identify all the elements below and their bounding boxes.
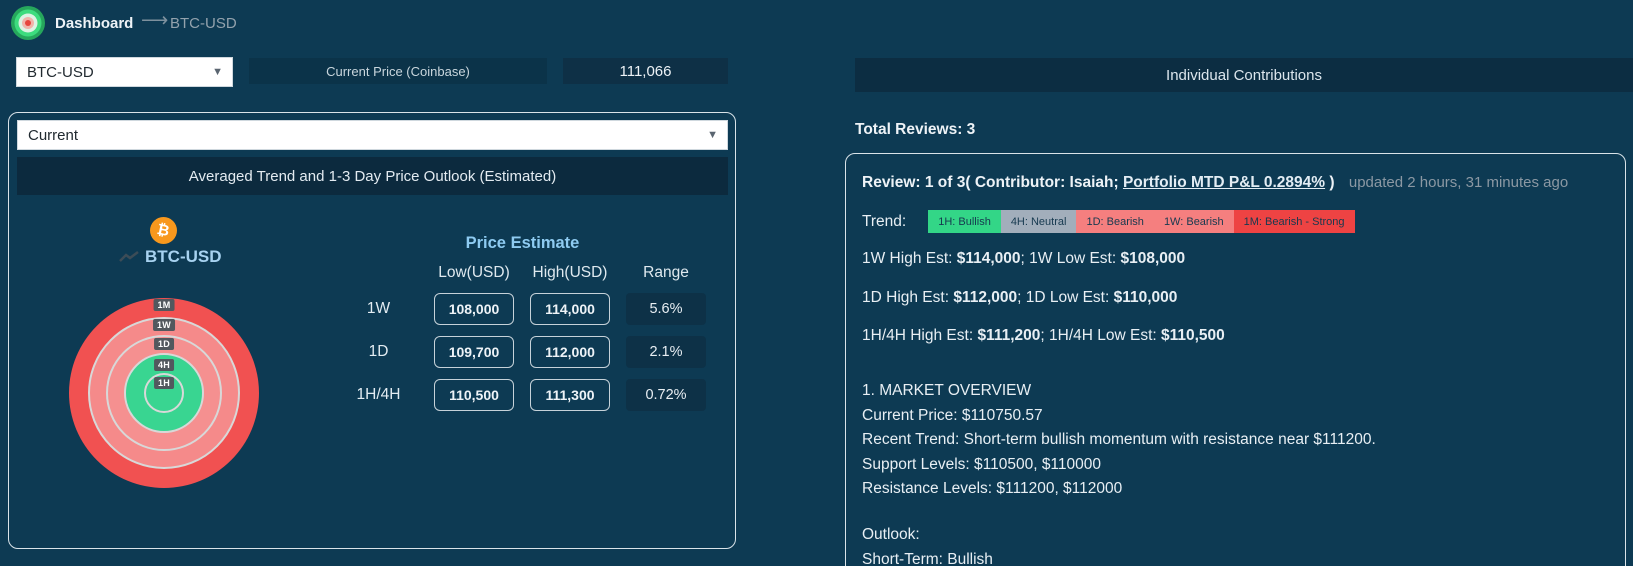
- symbol-select[interactable]: BTC-USD ▼: [16, 57, 233, 87]
- bitcoin-icon: ₿: [150, 217, 177, 244]
- estimate-row-label: 1D: [368, 343, 389, 360]
- bullseye-ring-label-1M: 1M: [153, 299, 175, 311]
- trend-badge: 1M: Bearish - Strong: [1233, 210, 1355, 233]
- trend-badge: 4H: Neutral: [1000, 210, 1077, 233]
- overview-line: Support Levels: $110500, $110000: [862, 455, 1102, 473]
- price-estimate-table: Price Estimate Low(USD) High(USD) Range …: [331, 230, 714, 411]
- estimate-col-high: High(USD): [532, 264, 608, 281]
- estimate-line: 1H/4H High Est: $111,200; 1H/4H Low Est:…: [862, 326, 1225, 346]
- trend-line-icon: [119, 251, 139, 262]
- bullseye-chart: 1M 1W 1D 4H 1H: [64, 293, 264, 493]
- overview-line: Resistance Levels: $111200, $112000: [862, 480, 1123, 497]
- trend-badges: 1H: Bullish 4H: Neutral 1D: Bearish 1W: Bea…: [928, 210, 1355, 233]
- outlook-line: Outlook:: [862, 526, 920, 543]
- estimate-low-value: $110,500: [1161, 327, 1225, 344]
- breadcrumb-dashboard[interactable]: Dashboard: [55, 15, 134, 32]
- review-card: Review: 1 of 3( Contributor: Isaiah; Por…: [845, 153, 1626, 566]
- estimate-high-input[interactable]: 111,300: [530, 379, 610, 411]
- estimate-range-value: 0.72%: [626, 379, 706, 411]
- trend-badge: 1W: Bearish: [1153, 210, 1234, 233]
- review-title-suffix: ): [1325, 174, 1335, 191]
- review-title-prefix: Review: 1 of 3( Contributor: Isaiah;: [862, 174, 1123, 191]
- outlook-block: Outlook: Short-Term: Bullish: [862, 522, 993, 566]
- estimate-high-label: 1W High Est:: [862, 250, 957, 267]
- estimate-line: 1W High Est: $114,000; 1W Low Est: $108,…: [862, 249, 1185, 269]
- estimate-row-label: 1W: [366, 300, 391, 317]
- estimate-low-value: $108,000: [1120, 250, 1186, 267]
- estimate-grid: Low(USD) High(USD) Range 1W 108,000 114,00…: [331, 264, 714, 411]
- estimate-col-range: Range: [643, 264, 689, 281]
- bullseye-ring-label-1D: 1D: [154, 338, 174, 350]
- estimate-low-label: ; 1W Low Est:: [1020, 250, 1121, 267]
- chart-symbol-row: BTC-USD: [119, 246, 222, 268]
- trend-label: Trend:: [862, 212, 907, 230]
- trend-badge: 1D: Bearish: [1076, 210, 1154, 233]
- overview-line: 1. MARKET OVERVIEW: [862, 382, 1032, 399]
- breadcrumb-arrow-icon: ⟶: [141, 10, 169, 31]
- updated-timestamp: updated 2 hours, 31 minutes ago: [1348, 174, 1569, 191]
- chevron-down-icon: ▼: [212, 66, 223, 78]
- outlook-line: Short-Term: Bullish: [862, 551, 993, 566]
- overview-line: Current Price: $110750.57: [862, 406, 1043, 424]
- current-price-label: Current Price (Coinbase): [249, 58, 547, 84]
- view-select-value: Current: [28, 126, 79, 144]
- trend-badge: 1H: Bullish: [928, 210, 1001, 233]
- panel-header: Averaged Trend and 1-3 Day Price Outlook…: [17, 157, 728, 195]
- estimate-low-label: ; 1H/4H Low Est:: [1040, 327, 1161, 344]
- portfolio-link[interactable]: Portfolio MTD P&L 0.2894%: [1122, 174, 1326, 191]
- symbol-select-value: BTC-USD: [27, 63, 94, 81]
- estimate-line: 1D High Est: $112,000; 1D Low Est: $110,…: [862, 288, 1177, 308]
- chevron-down-icon: ▼: [707, 129, 718, 141]
- estimate-low-input[interactable]: 110,500: [434, 379, 514, 411]
- app-logo-bullseye-icon[interactable]: [10, 5, 46, 41]
- estimate-high-value: $112,000: [953, 289, 1018, 306]
- trend-outlook-panel: Current ▼ Averaged Trend and 1-3 Day Pri…: [8, 112, 736, 549]
- estimate-low-input[interactable]: 108,000: [434, 293, 514, 325]
- estimate-high-label: 1H/4H High Est:: [862, 327, 978, 344]
- bullseye-ring-label-4H: 4H: [154, 359, 174, 371]
- review-header: Review: 1 of 3( Contributor: Isaiah; Por…: [862, 174, 1568, 192]
- estimate-col-spacer: [331, 264, 426, 282]
- estimate-low-input[interactable]: 109,700: [434, 336, 514, 368]
- estimate-high-value: $111,200: [977, 327, 1041, 344]
- estimate-high-input[interactable]: 114,000: [530, 293, 610, 325]
- overview-line: Recent Trend: Short-term bullish momentu…: [862, 431, 1376, 448]
- trend-row: Trend: 1H: Bullish 4H: Neutral 1D: Bearish…: [862, 210, 1355, 233]
- total-reviews: Total Reviews: 3: [855, 121, 976, 138]
- estimate-range-value: 2.1%: [626, 336, 706, 368]
- estimate-high-value: $114,000: [956, 250, 1021, 267]
- bullseye-ring-1H: [144, 373, 184, 413]
- estimate-row-label: 1H/4H: [356, 386, 401, 403]
- estimate-high-label: 1D High Est:: [862, 289, 954, 306]
- bullseye-ring-label-1W: 1W: [153, 319, 175, 331]
- estimate-col-low: Low(USD): [438, 264, 510, 281]
- estimate-low-value: $110,000: [1113, 289, 1178, 306]
- chart-symbol-label: BTC-USD: [145, 247, 222, 266]
- bullseye-ring-label-1H: 1H: [154, 377, 174, 389]
- individual-contributions-header: Individual Contributions: [855, 58, 1633, 92]
- view-select[interactable]: Current ▼: [17, 120, 728, 150]
- estimate-low-label: ; 1D Low Est:: [1017, 289, 1114, 306]
- market-overview: 1. MARKET OVERVIEW Current Price: $110750…: [862, 379, 1376, 502]
- price-estimate-title: Price Estimate: [465, 234, 580, 252]
- estimate-high-input[interactable]: 112,000: [530, 336, 610, 368]
- current-price-value: 111,066: [563, 58, 728, 84]
- estimate-range-value: 5.6%: [626, 293, 706, 325]
- breadcrumb-current: BTC-USD: [170, 15, 237, 32]
